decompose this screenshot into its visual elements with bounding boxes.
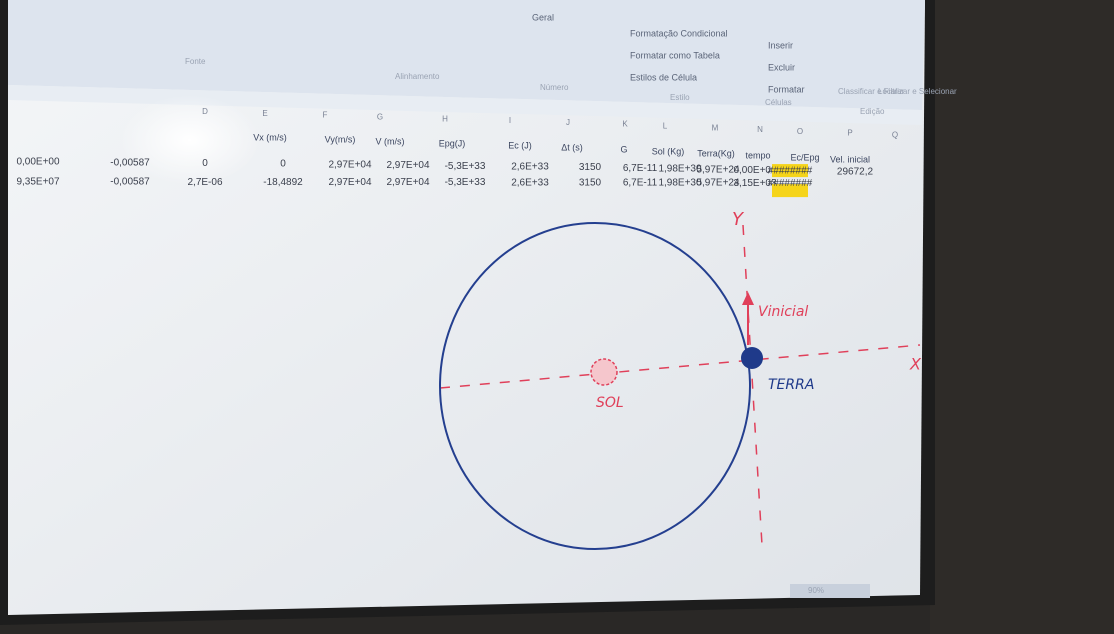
status-bar [790,584,870,598]
column-letter: D [202,107,208,116]
cell: 2,97E+04 [328,177,372,188]
column-header: tempo [745,150,770,160]
group-label: Células [765,98,792,107]
glare [120,95,260,185]
column-header: Δt (s) [561,142,583,152]
cell: 6,7E-11 [623,178,658,189]
column-letter: Q [892,131,898,140]
column-header: Vx (m/s) [253,132,287,142]
cell: 2,7E-06 [187,177,222,188]
sun-label: SOL [596,395,624,411]
column-letter: E [262,109,267,118]
group-label: Alinhamento [395,72,440,81]
cell: 2,97E+04 [386,177,430,188]
column-letter: F [323,111,328,120]
cell: 0 [202,158,208,169]
column-letter: L [663,122,668,131]
column-header: Ec (J) [508,140,532,150]
column-header: Terra(Kg) [697,148,735,158]
cell: 29672,2 [837,166,874,177]
velocity-label: Vinicial [758,304,808,320]
column-letter: J [566,118,570,127]
column-header: Ec/Epg [790,152,819,162]
number-format[interactable]: Geral [532,12,554,22]
cell: 2,6E+33 [511,177,549,188]
group-label: Edição [860,107,885,116]
earth-label: TERRA [768,377,814,393]
ribbon-button[interactable]: Formatar [768,84,805,94]
column-letter: M [712,123,719,132]
group-label: Número [540,83,569,92]
cell: ######## [768,166,813,177]
column-header: Vel. inicial [830,154,870,164]
column-header: Vy(m/s) [325,134,356,144]
ribbon-button[interactable]: Excluir [768,62,795,72]
cell: -5,3E+33 [445,177,486,188]
cell: 3150 [579,162,602,173]
ribbon-button[interactable]: Formatar como Tabela [630,50,720,60]
column-header: Sol (Kg) [652,146,685,156]
cell: 0 [280,159,286,170]
column-header: V (m/s) [376,136,405,146]
cell: -18,4892 [263,177,303,188]
cell: 3150 [579,177,602,188]
column-letter: I [509,116,511,125]
column-letter: K [622,120,628,129]
cell: 2,97E+04 [328,159,372,170]
cell: 2,97E+04 [386,160,430,171]
group-label: Fonte [185,57,206,66]
column-letter: H [442,114,448,123]
ribbon-button[interactable]: Formatação Condicional [630,28,728,38]
sun [591,359,617,385]
cell: 0,00E+00 [16,157,60,168]
column-letter: O [797,127,803,136]
earth [741,347,763,369]
group-label: Estilo [670,93,690,102]
column-letter: G [377,113,383,122]
ribbon-button[interactable]: Estilos de Célula [630,72,697,82]
zoom: 90% [808,586,824,595]
cell: -0,00587 [110,177,150,188]
cell: 6,7E-11 [623,163,658,174]
cell: -0,00587 [110,157,150,168]
cell: 1,98E+30 [658,164,702,175]
column-letter: N [757,125,763,134]
ribbon-button[interactable]: Inserir [768,40,793,50]
cell: -5,3E+33 [445,161,486,172]
column-header: Epg(J) [439,138,466,148]
cell: 1,98E+30 [658,178,702,189]
x-label: X [909,355,922,374]
photo: Y X Vinicial TERRA SOL Fonte Alinhamento… [0,0,1114,634]
cell: 2,6E+33 [511,162,549,173]
wall [930,0,1114,634]
column-letter: P [847,129,852,138]
cell: 9,35E+07 [16,177,60,188]
ribbon-button[interactable]: Localizar e Selecionar [878,87,957,96]
cell: ######## [768,178,813,189]
column-header: G [620,144,627,154]
